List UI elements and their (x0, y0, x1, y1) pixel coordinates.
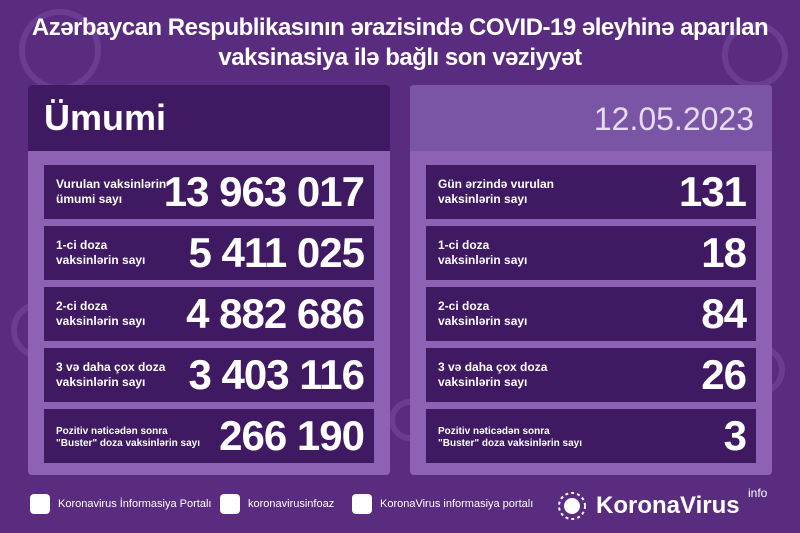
title-line: Azərbaycan Respublikasının ərazisində CO… (31, 14, 769, 41)
stat-label: vaksinlərin sayı (56, 375, 146, 389)
stat-label: vaksinlərin sayı (438, 192, 528, 206)
total-panel: Ümumi Vurulan vaksinlərin ümumi sayı 13 96… (28, 85, 390, 475)
stat-label: vaksinlərin sayı (56, 314, 146, 328)
stat-label: "Buster" doza vaksinlərin sayı (438, 438, 582, 449)
stat-label: Pozitiv nəticədən sonra (56, 426, 168, 437)
stat-value: 4 882 686 (186, 290, 365, 337)
title-line: vaksinasiya ilə bağlı son vəziyyət (218, 44, 582, 71)
stat-value: 131 (678, 168, 747, 215)
logo-suffix: info (748, 486, 768, 500)
footer-link[interactable]: KoronaVirus informasiya portalı (380, 498, 534, 510)
stat-value: 3 (723, 412, 747, 459)
stat-label: ümumi sayı (56, 192, 123, 206)
stat-value: 13 963 017 (163, 168, 365, 215)
stat-label: 3 və daha çox doza (438, 360, 548, 374)
stat-row: 1-ci doza vaksinlərin sayı 18 (426, 226, 756, 280)
stat-label: "Buster" doza vaksinlərin sayı (56, 438, 200, 449)
stat-value: 26 (701, 351, 747, 398)
stat-label: vaksinlərin sayı (56, 253, 146, 267)
footer-link[interactable]: Koronavirus İnformasiya Portalı (58, 498, 212, 510)
stat-label: 2-ci doza (56, 299, 108, 313)
stat-label: 1-ci doza (438, 238, 490, 252)
panel-title: Ümumi (44, 97, 167, 138)
stat-value: 266 190 (219, 412, 365, 459)
stat-label: 2-ci doza (438, 299, 490, 313)
stat-value: 84 (701, 290, 747, 337)
stat-label: Pozitiv nəticədən sonra (438, 426, 550, 437)
stat-row: Pozitiv nəticədən sonra "Buster" doza vak… (44, 409, 374, 463)
stat-row: 2-ci doza vaksinlərin sayı 84 (426, 287, 756, 341)
stat-label: vaksinlərin sayı (438, 253, 528, 267)
logo-text: KoronaVirus (596, 492, 740, 519)
facebook-icon (30, 494, 50, 514)
stat-label: vaksinlərin sayı (438, 314, 528, 328)
stat-label: 3 və daha çox doza (56, 360, 166, 374)
panel-date: 12.05.2023 (593, 101, 754, 137)
stat-label: Vurulan vaksinlərin (56, 177, 167, 191)
stat-row: 3 və daha çox doza vaksinlərin sayı 3 403 … (44, 348, 374, 402)
logo-icon (558, 492, 586, 520)
stat-row: 3 və daha çox doza vaksinlərin sayı 26 (426, 348, 756, 402)
stat-value: 5 411 025 (188, 229, 365, 276)
stat-label: vaksinlərin sayı (438, 375, 528, 389)
stat-value: 3 403 116 (188, 351, 365, 398)
stat-row: 2-ci doza vaksinlərin sayı 4 882 686 (44, 287, 374, 341)
instagram-icon (220, 494, 240, 514)
stat-row: Vurulan vaksinlərin ümumi sayı 13 963 017 (44, 165, 374, 219)
stat-row: Pozitiv nəticədən sonra "Buster" doza vak… (426, 409, 756, 463)
youtube-icon (352, 494, 372, 514)
daily-panel: 12.05.2023 Gün ərzində vurulan vaksinləri… (410, 85, 772, 475)
stat-value: 18 (701, 229, 747, 276)
panel-header: 12.05.2023 (410, 85, 772, 151)
panel-header: Ümumi (28, 85, 390, 151)
footer-link[interactable]: koronavirusinfoaz (248, 498, 335, 510)
stat-row: Gün ərzində vurulan vaksinlərin sayı 131 (426, 165, 756, 219)
stat-row: 1-ci doza vaksinlərin sayı 5 411 025 (44, 226, 374, 280)
stat-label: 1-ci doza (56, 238, 108, 252)
stat-label: Gün ərzində vurulan (438, 177, 555, 191)
